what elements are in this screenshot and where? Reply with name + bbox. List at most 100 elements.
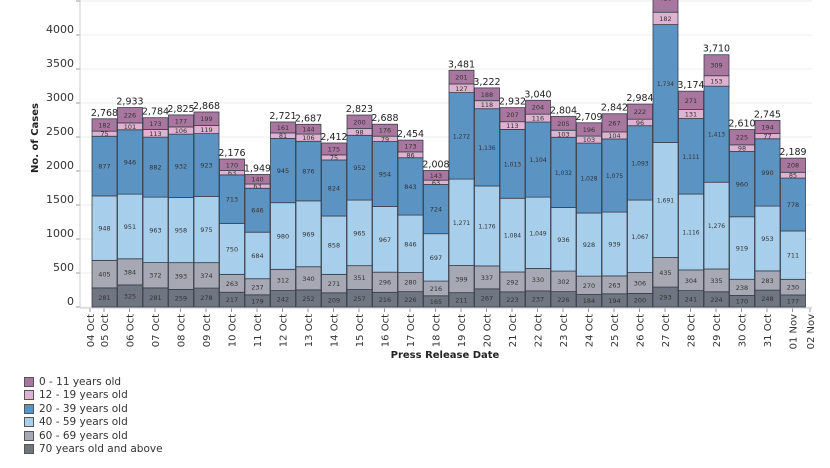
bar-stack: 177 230 711 778 85 208 2,189 (779, 147, 807, 308)
segment-label: 267 (481, 294, 493, 302)
segment-label: 63 (228, 169, 236, 177)
legend-item[interactable]: 0 - 11 years old (24, 375, 163, 389)
segment-label: 306 (634, 279, 646, 287)
bar-segment (397, 157, 424, 216)
bar-segment (372, 141, 398, 207)
bar-segment (474, 108, 500, 187)
x-tick-label: 26 Oct (636, 314, 647, 347)
segment-label: 435 (659, 269, 671, 277)
segment-label: 103 (583, 136, 595, 144)
segment-label: 182 (659, 15, 671, 23)
bar-segment (499, 107, 526, 123)
segment-label: 958 (175, 227, 187, 235)
total-label: 3,174 (677, 80, 704, 91)
x-tick-label: 02 Nov (806, 314, 817, 350)
segment-label: 208 (787, 162, 799, 170)
y-tick-label: 2000 (46, 159, 74, 172)
segment-label: 194 (608, 297, 620, 305)
segment-label: 1,093 (631, 160, 648, 167)
segment-label: 1,116 (682, 229, 699, 236)
segment-label: 1,734 (657, 81, 674, 88)
bar-segment (525, 99, 551, 115)
legend-item[interactable]: 20 - 39 years old (24, 402, 163, 416)
segment-label: 919 (736, 245, 748, 253)
segment-label: 257 (353, 295, 365, 303)
total-label: 2,008 (422, 159, 449, 170)
segment-label: 405 (98, 271, 110, 279)
bar-stack: 248 283 953 990 77 194 2,745 (754, 109, 781, 308)
segment-label: 242 (277, 295, 289, 303)
y-tick-label: 1500 (46, 193, 74, 206)
segment-label: 967 (379, 236, 391, 244)
segment-label: 205 (557, 120, 569, 128)
segment-label: 697 (430, 254, 442, 262)
legend-label: 12 - 19 years old (39, 389, 128, 402)
segment-label: 975 (200, 226, 212, 234)
total-label: 2,454 (397, 129, 424, 140)
x-tick-label: 23 Oct (559, 314, 570, 347)
x-tick-label: 05 Oct (100, 314, 111, 347)
legend-item[interactable]: 12 - 19 years old (24, 389, 163, 403)
bar-segment (754, 138, 781, 207)
legend-item[interactable]: 70 years old and above (24, 443, 163, 457)
total-label: 2,189 (779, 147, 806, 158)
bar-segment (346, 114, 373, 130)
bar-segment (193, 133, 220, 197)
segment-label: 98 (738, 145, 746, 153)
segment-label: 173 (404, 143, 416, 151)
bar-segment (372, 123, 398, 137)
segment-label: 684 (251, 252, 263, 260)
bar-segment (270, 138, 296, 204)
legend-item[interactable]: 60 - 69 years old (24, 429, 163, 443)
bar-stack: 226 302 936 1,032 103 205 2,804 (550, 105, 577, 308)
segment-label: 140 (251, 176, 263, 184)
x-tick-label: 24 Oct (585, 314, 596, 347)
segment-label: 216 (430, 285, 442, 293)
segment-label: 1,028 (580, 176, 597, 183)
total-label: 2,610 (728, 119, 755, 130)
bar-segment (244, 174, 271, 185)
segment-label: 86 (406, 151, 414, 159)
x-tick-label: 19 Oct (457, 314, 468, 347)
segment-label: 143 (430, 172, 442, 180)
segment-label: 280 (404, 279, 416, 287)
bar-segment (780, 157, 806, 173)
bar-segment (117, 193, 143, 260)
x-axis-ticks: 04 Oct 05 Oct 06 Oct 07 Oct 08 Oct 09 Oct 10 O… (86, 308, 817, 349)
legend-swatch (24, 376, 34, 387)
bar-stack: 241 304 1,116 1,111 131 271 3,174 (677, 80, 705, 308)
bar-segment (652, 257, 679, 288)
segment-label: 199 (200, 115, 212, 123)
total-label: 2,823 (346, 104, 373, 115)
segment-label: 882 (149, 164, 161, 172)
bar-stack: 267 337 1,176 1,136 118 188 3,222 (473, 77, 501, 308)
segment-label: 278 (200, 294, 212, 302)
segment-label: 713 (226, 196, 238, 204)
segment-label: 201 (455, 74, 467, 82)
segment-label: 283 (761, 277, 773, 285)
segment-label: 969 (302, 230, 314, 238)
x-tick-label: 29 Oct (712, 314, 723, 347)
bar-segment (295, 200, 322, 268)
total-label: 3,222 (473, 77, 500, 88)
y-tick-label: 3500 (46, 57, 74, 70)
x-tick-label: 17 Oct (406, 314, 417, 347)
segment-label: 75 (100, 130, 108, 138)
total-label: 2,842 (601, 103, 628, 114)
segment-label: 184 (583, 297, 595, 305)
segment-label: 340 (302, 275, 314, 283)
y-tick-label: 4500 (46, 0, 74, 2)
bar-segment (168, 133, 194, 198)
legend-item[interactable]: 40 - 59 years old (24, 416, 163, 430)
x-tick-label: 14 Oct (330, 314, 341, 347)
segment-label: 177 (175, 117, 187, 125)
y-axis-title: No. of Cases (30, 103, 41, 173)
segment-label: 374 (200, 272, 212, 280)
segment-label: 271 (328, 280, 340, 288)
bar-stack: 223 292 1,084 1,013 113 207 2,932 (499, 97, 526, 308)
bar-segment (270, 121, 296, 134)
